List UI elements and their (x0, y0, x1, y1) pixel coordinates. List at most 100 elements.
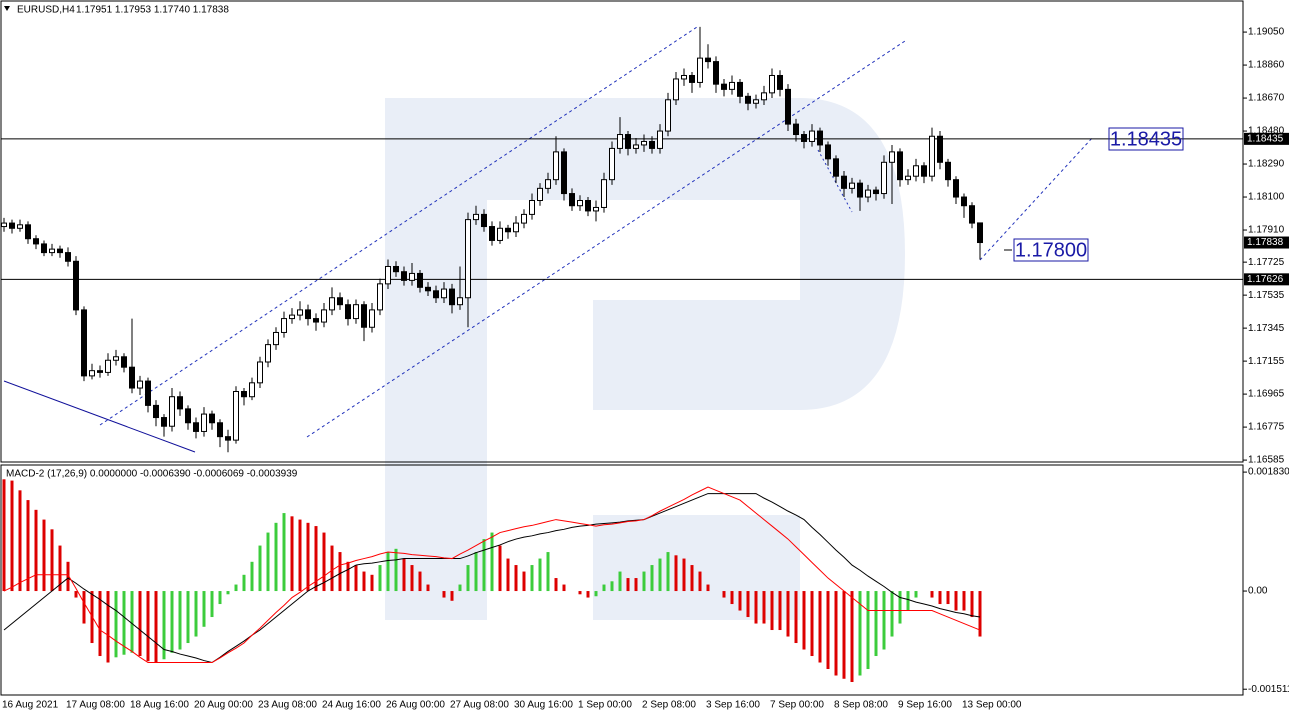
macd-bar (474, 552, 478, 592)
candle-body (321, 309, 327, 323)
price-box-label: 1.17626 (1247, 274, 1284, 285)
candle-body (369, 309, 375, 328)
candle-body (305, 309, 311, 320)
macd-bar (930, 591, 934, 598)
candle-body (681, 74, 687, 80)
current-price-label: 1.17838 (1247, 237, 1284, 248)
macd-bar (978, 591, 982, 637)
candle-body (33, 238, 39, 245)
candle-body (273, 331, 279, 346)
candle-body (457, 297, 463, 306)
macd-bar (450, 591, 454, 601)
x-tick-label: 2 Sep 08:00 (642, 700, 696, 711)
x-tick-label: 9 Sep 16:00 (898, 700, 952, 711)
candle-body (233, 391, 239, 441)
macd-bar (202, 591, 206, 627)
candle-body (433, 290, 439, 299)
y-tick-label: 1.16775 (1248, 422, 1285, 433)
macd-bar (98, 591, 102, 657)
candle-body (537, 187, 543, 202)
macd-bar (490, 532, 494, 592)
candle-body (385, 265, 391, 285)
candle-body (105, 359, 111, 373)
x-tick-label: 3 Sep 16:00 (706, 700, 760, 711)
candle-body (377, 283, 383, 311)
macd-bar (10, 480, 14, 592)
candle-body (169, 396, 175, 427)
macd-bar (666, 552, 670, 592)
annotation-box (1108, 127, 1184, 151)
macd-bar (794, 591, 798, 644)
macd-bar (498, 545, 502, 592)
macd-bar (890, 591, 894, 637)
macd-bar (858, 591, 862, 676)
macd-bar (738, 591, 742, 611)
y-tick-label: 1.17155 (1248, 356, 1285, 367)
macd-frame (0, 464, 1244, 696)
macd-bar (18, 490, 22, 592)
macd-bar (378, 565, 382, 592)
candle-body (585, 200, 591, 212)
macd-bar (786, 591, 790, 637)
x-tick-label: 30 Aug 16:00 (514, 700, 573, 711)
y-tick-label: 1.19050 (1248, 27, 1285, 38)
macd-bar (722, 591, 726, 598)
macd-bar (562, 584, 566, 592)
short-dotted-line (817, 149, 853, 213)
candle-body (201, 413, 207, 432)
macd-bar (106, 591, 110, 663)
candle-body (729, 81, 735, 90)
macd-bar (482, 539, 486, 592)
x-tick-label: 7 Sep 00:00 (770, 700, 824, 711)
macd-bar (634, 578, 638, 592)
candle-body (649, 140, 655, 149)
candle-body (961, 196, 967, 207)
candle-body (841, 175, 847, 189)
candle-body (849, 182, 855, 189)
macd-bar (850, 591, 854, 683)
candle-body (929, 135, 935, 177)
macd-bar (650, 565, 654, 592)
candle-body (49, 248, 55, 254)
macd-bar (338, 552, 342, 592)
macd-bar (394, 548, 398, 592)
candle-body (145, 380, 151, 406)
candle-body (705, 57, 711, 63)
candle-body (489, 226, 495, 241)
candle-body (505, 227, 511, 233)
candle-body (97, 370, 103, 373)
macd-bar (170, 591, 174, 653)
candle-body (769, 74, 775, 94)
candle-body (873, 189, 879, 195)
macd-bar (954, 591, 958, 611)
annotation-box (1013, 238, 1089, 262)
macd-bar (594, 591, 598, 597)
candle-body (417, 272, 423, 288)
macd-bar (882, 591, 886, 650)
candle-body (721, 83, 727, 90)
candle-body (177, 396, 183, 410)
candle-body (265, 344, 271, 363)
macd-bar (122, 591, 126, 655)
candle-body (529, 200, 535, 215)
symbol-title: EURUSD,H4 (17, 5, 75, 16)
current-price-box (1244, 236, 1289, 249)
y-tick-label: 1.18670 (1248, 93, 1285, 104)
candle-body (161, 417, 167, 427)
indicator-title: MACD-2 (17,26,9) 0.0000000 -0.0006390 -0… (6, 469, 298, 480)
macd-bar (554, 578, 558, 592)
logo-bowl (487, 98, 905, 410)
candle-body (185, 408, 191, 424)
x-tick-label: 20 Aug 00:00 (194, 700, 253, 711)
macd-bar (658, 558, 662, 592)
x-tick-label: 17 Aug 08:00 (66, 700, 125, 711)
macd-bar (962, 591, 966, 611)
x-tick-label: 23 Aug 08:00 (258, 700, 317, 711)
y2-tick-label: 0.00 (1248, 586, 1268, 597)
candle-body (745, 95, 751, 104)
macd-bar (586, 591, 590, 598)
macd-bar (818, 591, 822, 663)
macd-bar (234, 584, 238, 592)
candle-body (777, 74, 783, 90)
macd-bar (546, 552, 550, 592)
